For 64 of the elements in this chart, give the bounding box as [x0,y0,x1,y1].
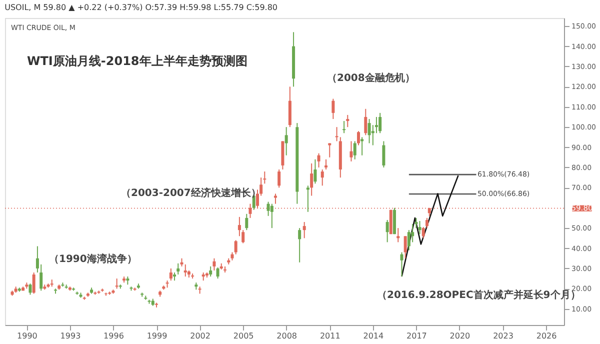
candlestick [382,140,386,168]
candlestick [169,268,172,282]
candlestick [234,240,238,255]
candlestick [353,140,356,160]
candlestick [378,112,382,134]
candlestick [418,220,422,235]
candlestick [335,126,338,142]
candlestick [317,152,320,168]
candlestick [306,185,310,212]
candlestick [32,272,36,294]
candlestick [360,136,364,156]
x-tick-label: 2014 [363,332,384,340]
candlestick [400,252,404,278]
x-tick-label: 1999 [146,332,168,340]
candlestick [342,120,346,134]
candlestick [328,142,332,158]
candlestick [350,140,353,162]
x-tick-label: 2026 [536,332,557,340]
candlestick [320,168,324,186]
candlestick [216,266,220,280]
candlestick [314,158,317,184]
candlestick [274,193,277,204]
x-tick-label: 1993 [60,332,81,340]
candlestick [356,130,360,146]
candlestick [176,262,180,276]
candlestick [396,228,400,243]
candlestick [302,221,306,239]
annotation: （2008金融危机） [327,72,415,84]
chart-subtitle: USOIL, M 59.80 ▲ +0.22 (+0.37%) O:57.39 H:59.98 L:55.79 C:59.80 [4,3,278,12]
x-tick-label: 2017 [406,332,427,340]
candlestick [414,217,418,229]
x-tick-label: 2023 [493,332,514,340]
candlestick [245,213,248,231]
candlestick [278,168,281,188]
x-tick-label: 2020 [450,332,470,340]
x-tick-label: 2008 [276,332,298,340]
candlestick [115,278,118,290]
candlestick [28,283,32,296]
candlestick [270,203,274,229]
candlestick [332,98,335,120]
candlestick [386,219,389,243]
candlestick [209,266,212,278]
x-tick-label: 2011 [320,332,340,340]
candlestick [284,126,288,156]
line-series [401,174,459,278]
candlestick [184,264,187,278]
x-tick-label: 1996 [104,332,124,340]
candlestick [324,158,328,170]
x-tick-label: 2002 [190,332,210,340]
x-tick-label: 2005 [233,332,254,340]
candlestick [212,258,216,271]
candlestick [422,226,425,239]
candlestick [364,108,368,136]
candlestick [404,236,407,259]
candlestick [368,118,371,144]
candlestick [425,217,428,229]
candlestick [298,228,302,263]
annotation: （2003-2007经济快速增长） [121,187,261,199]
text: WTI原油月线-2018年上半年走势预测图 [27,54,248,68]
candlestick [411,224,414,243]
annotation: （1990海湾战争） [49,253,137,265]
candlestick [346,114,350,128]
candlestick [310,162,314,196]
x-tick-label: 1990 [17,332,38,340]
